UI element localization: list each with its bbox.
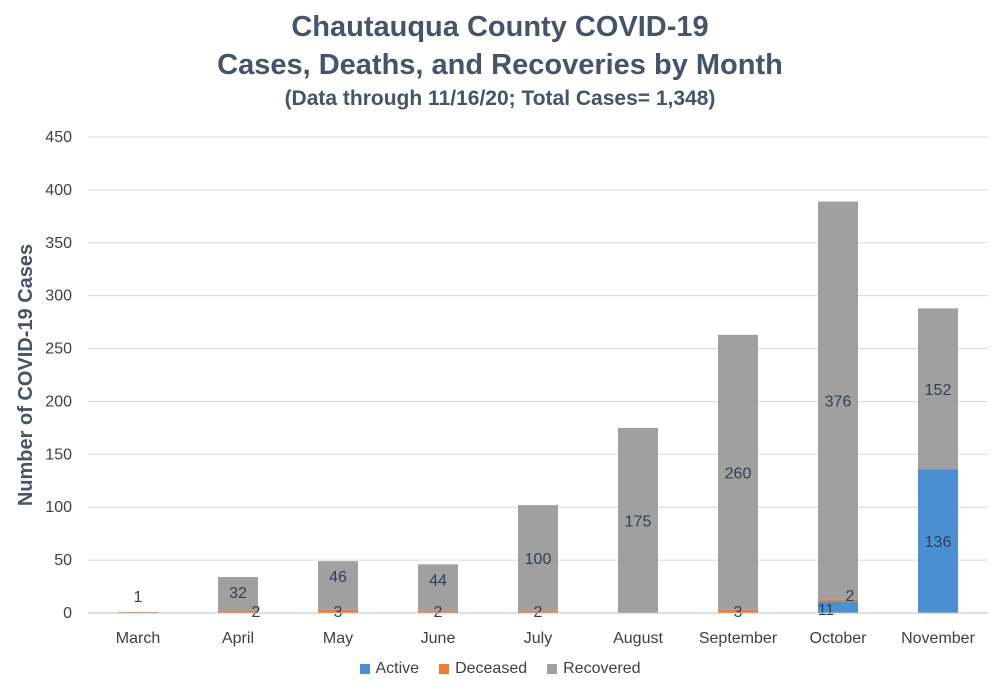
x-tick-label: August <box>613 630 663 647</box>
legend-item-active: Active <box>359 660 420 678</box>
bar-segment-recovered <box>818 201 858 600</box>
chart-title: Chautauqua County COVID-19 <box>291 11 709 43</box>
bar-segment-deceased <box>518 610 558 613</box>
data-label-recovered: 376 <box>825 393 852 410</box>
bar-segment-active <box>918 469 958 613</box>
bar-segment-recovered <box>218 577 258 611</box>
legend-swatch <box>439 664 450 674</box>
legend-item-deceased: Deceased <box>439 660 527 678</box>
y-tick-label: 50 <box>54 552 72 569</box>
x-tick-label: September <box>699 630 778 647</box>
y-axis-label: Number of COVID-19 Cases <box>15 244 37 506</box>
legend-swatch <box>547 664 558 674</box>
y-tick-label: 450 <box>45 129 72 146</box>
data-label-active: 11 <box>818 602 835 619</box>
chart-title-block: Chautauqua County COVID-19 Cases, Deaths… <box>0 8 1000 114</box>
y-tick-label: 150 <box>45 446 72 463</box>
data-label-recovered: 46 <box>329 569 347 586</box>
x-tick-label: July <box>524 630 552 647</box>
data-label-recovered: 175 <box>625 513 652 530</box>
bar-segment-recovered <box>718 334 758 610</box>
y-tick-label: 100 <box>45 499 72 516</box>
y-tick-label: 350 <box>45 235 72 252</box>
bar-segment-deceased <box>218 610 258 613</box>
x-tick-label: November <box>901 630 975 647</box>
legend-item-recovered: Recovered <box>547 660 641 678</box>
bar-segment-recovered <box>518 505 558 611</box>
legend-label: Active <box>375 660 420 677</box>
data-label-recovered: 152 <box>925 382 952 399</box>
bars <box>118 201 958 613</box>
axes: 0 50 100 150 200 250 300 350 400 450 March April May… <box>45 129 988 647</box>
chart-title-line2: Cases, Deaths, and Recoveries by Month <box>217 49 783 81</box>
y-tick-label: 250 <box>45 341 72 358</box>
x-tick-label: June <box>421 630 456 647</box>
bar-segment-recovered <box>418 564 458 611</box>
y-tick-label: 0 <box>63 605 72 622</box>
legend-swatch <box>359 664 370 674</box>
x-tick-label: October <box>810 630 868 647</box>
y-tick-label: 200 <box>45 393 72 410</box>
bar-segment-recovered <box>318 561 358 610</box>
bar-segment-recovered <box>618 427 658 613</box>
legend: Active Deceased Recovered <box>0 660 1000 678</box>
data-label-deceased: 1 <box>134 589 143 606</box>
x-tick-label: April <box>222 630 254 647</box>
y-tick-label: 400 <box>45 182 72 199</box>
data-label-recovered: 44 <box>429 572 447 589</box>
x-tick-label: March <box>116 630 160 647</box>
bar-segment-recovered <box>918 308 958 470</box>
bar-segment-deceased <box>118 611 158 613</box>
bar-segment-deceased <box>818 599 858 602</box>
bar-segment-deceased <box>318 609 358 613</box>
chart-subtitle: (Data through 11/16/20; Total Cases= 1,3… <box>284 87 716 110</box>
legend-label: Deceased <box>455 660 528 677</box>
y-tick-label: 300 <box>45 288 72 305</box>
data-label-deceased: 2 <box>846 588 855 605</box>
data-label-recovered: 260 <box>725 465 752 482</box>
legend-label: Recovered <box>563 660 641 677</box>
data-label-active: 136 <box>925 534 952 551</box>
data-label-recovered: 100 <box>525 551 552 568</box>
bar-segment-deceased <box>718 609 758 613</box>
x-tick-label: May <box>323 630 353 647</box>
bar-segment-deceased <box>418 610 458 613</box>
data-label-recovered: 32 <box>229 585 247 602</box>
bar-segment-active <box>818 601 858 613</box>
